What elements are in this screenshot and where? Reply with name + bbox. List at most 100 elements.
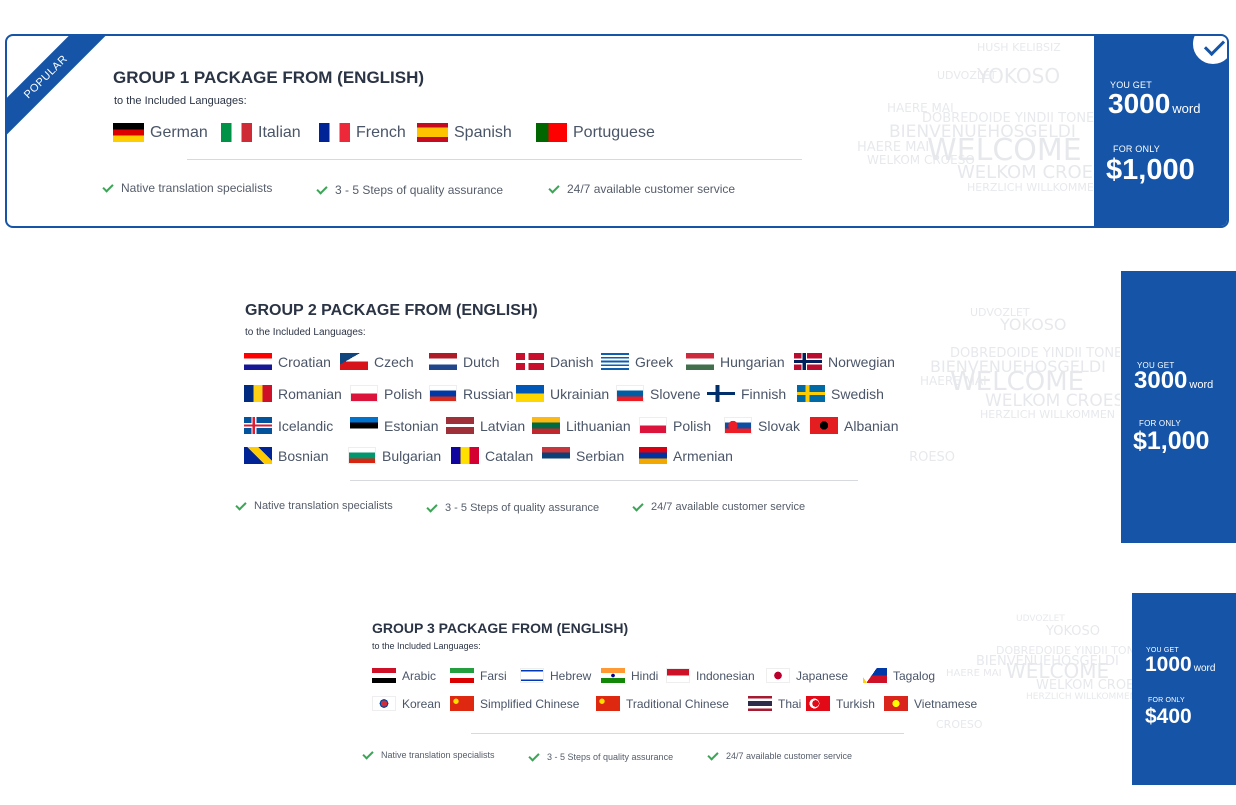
hungary-flag-icon [686, 353, 714, 370]
language-item: Tagalog [863, 668, 935, 683]
philippines-flag-icon [863, 668, 887, 683]
watermark-word-cloud: HUSH KELIBSIZ YOKOSO UDVOZLET HAERE MAI … [857, 41, 1097, 194]
feature-item: 3 - 5 Steps of quality assurance [528, 749, 673, 762]
language-item: Swedish [797, 385, 884, 402]
language-item: Czech [340, 353, 414, 370]
language-item: Hindi [601, 668, 658, 683]
finland-flag-icon [707, 385, 735, 402]
germany-flag-icon [113, 123, 144, 142]
check-icon [362, 747, 374, 760]
feature-item: Native translation specialists [235, 498, 393, 512]
divider [471, 733, 904, 734]
language-item: Spanish [417, 123, 512, 142]
language-item: German [113, 123, 208, 142]
language-item: Finnish [707, 385, 786, 402]
for-only-label: FOR ONLY [1139, 419, 1181, 428]
package-subtitle: to the Included Languages: [372, 641, 481, 651]
check-icon [632, 499, 644, 512]
language-item: Croatian [244, 353, 331, 370]
language-item: Bosnian [244, 447, 329, 464]
you-get-label: YOU GET [1146, 647, 1179, 654]
japan-flag-icon [766, 668, 790, 683]
language-item: Albanian [810, 417, 899, 434]
language-item: Danish [516, 353, 594, 370]
bulgaria-flag-icon [348, 447, 376, 464]
armenia-flag-icon [639, 447, 667, 464]
language-item: Polish [350, 385, 422, 402]
albania-flag-icon [810, 417, 838, 434]
language-item: Simplified Chinese [450, 696, 579, 711]
poland-flag-icon [639, 417, 667, 434]
italy-flag-icon [221, 123, 252, 142]
price-value: $1,000 [1133, 427, 1210, 455]
you-get-label: YOU GET [1110, 80, 1152, 90]
language-item: Korean [372, 696, 441, 711]
slovenia-flag-icon [616, 385, 644, 402]
ukraine-flag-icon [516, 385, 544, 402]
israel-flag-icon [520, 668, 544, 683]
language-item: Polish [639, 417, 711, 434]
portugal-flag-icon [536, 123, 567, 142]
language-item: Russian [429, 385, 514, 402]
andorra-flag-icon [451, 447, 479, 464]
norway-flag-icon [794, 353, 822, 370]
croatia-flag-icon [244, 353, 272, 370]
estonia-flag-icon [350, 417, 378, 434]
indonesia-flag-icon [666, 668, 690, 683]
price-panel: YOU GET 3000 word FOR ONLY $1,000 [1121, 271, 1236, 543]
greece-flag-icon [601, 353, 629, 370]
divider [187, 159, 802, 160]
package-card-group-1[interactable]: HUSH KELIBSIZ YOKOSO UDVOZLET HAERE MAI … [5, 34, 1229, 228]
vietnam-flag-icon [884, 696, 908, 711]
netherlands-flag-icon [429, 353, 457, 370]
language-item: Norwegian [794, 353, 895, 370]
check-icon [235, 498, 247, 511]
price-value: $400 [1145, 705, 1192, 728]
iceland-flag-icon [244, 417, 272, 434]
watermark-word-cloud: UDVOZLET YOKOSO DOBREDOIDE YINDII TONE B… [910, 306, 1120, 465]
language-item: Dutch [429, 353, 500, 370]
language-item: Vietnamese [884, 696, 977, 711]
language-item: Arabic [372, 668, 436, 683]
language-item: Traditional Chinese [596, 696, 729, 711]
divider [350, 480, 858, 481]
turkey-flag-icon [806, 696, 830, 711]
check-icon [707, 748, 719, 761]
you-get-label: YOU GET [1137, 361, 1175, 370]
sweden-flag-icon [797, 385, 825, 402]
check-icon [548, 181, 560, 194]
bosnia-flag-icon [244, 447, 272, 464]
language-item: Slovak [724, 417, 800, 434]
serbia-flag-icon [542, 447, 570, 464]
south-korea-flag-icon [372, 696, 396, 711]
language-item: Indonesian [666, 668, 755, 683]
package-card-group-2[interactable]: UDVOZLET YOKOSO DOBREDOIDE YINDII TONE B… [230, 271, 1236, 543]
price-value: $1,000 [1106, 154, 1195, 186]
feature-item: Native translation specialists [362, 747, 495, 760]
thailand-flag-icon [748, 696, 772, 711]
language-item: Bulgarian [348, 447, 441, 464]
slovakia-flag-icon [724, 417, 752, 434]
spain-flag-icon [417, 123, 448, 142]
language-item: Thai [748, 696, 801, 711]
package-subtitle: to the Included Languages: [114, 95, 247, 107]
china-flag-icon [596, 696, 620, 711]
price-panel: YOU GET 3000 word FOR ONLY $1,000 [1094, 36, 1227, 226]
package-title: GROUP 3 PACKAGE FROM (ENGLISH) [372, 620, 629, 636]
check-icon [426, 500, 438, 513]
language-item: Farsi [450, 668, 507, 683]
language-item: Icelandic [244, 417, 333, 434]
china-flag-icon [450, 696, 474, 711]
word-count: 1000 word [1145, 653, 1216, 676]
language-item: Italian [221, 123, 301, 142]
russia-flag-icon [429, 385, 457, 402]
package-title: GROUP 2 PACKAGE FROM (ENGLISH) [245, 302, 538, 319]
language-item: Greek [601, 353, 673, 370]
package-card-group-3[interactable]: UDVOZLET YOKOSO DOBREDOIDE YINDII TONE B… [356, 593, 1236, 785]
popular-ribbon: POPULAR [7, 36, 109, 140]
language-item: Latvian [446, 417, 525, 434]
package-title: GROUP 1 PACKAGE FROM (ENGLISH) [113, 68, 425, 87]
watermark-word-cloud: UDVOZLET YOKOSO DOBREDOIDE YINDII TONE B… [936, 614, 1136, 731]
language-item: Armenian [639, 447, 733, 464]
language-item: Portuguese [536, 123, 655, 142]
